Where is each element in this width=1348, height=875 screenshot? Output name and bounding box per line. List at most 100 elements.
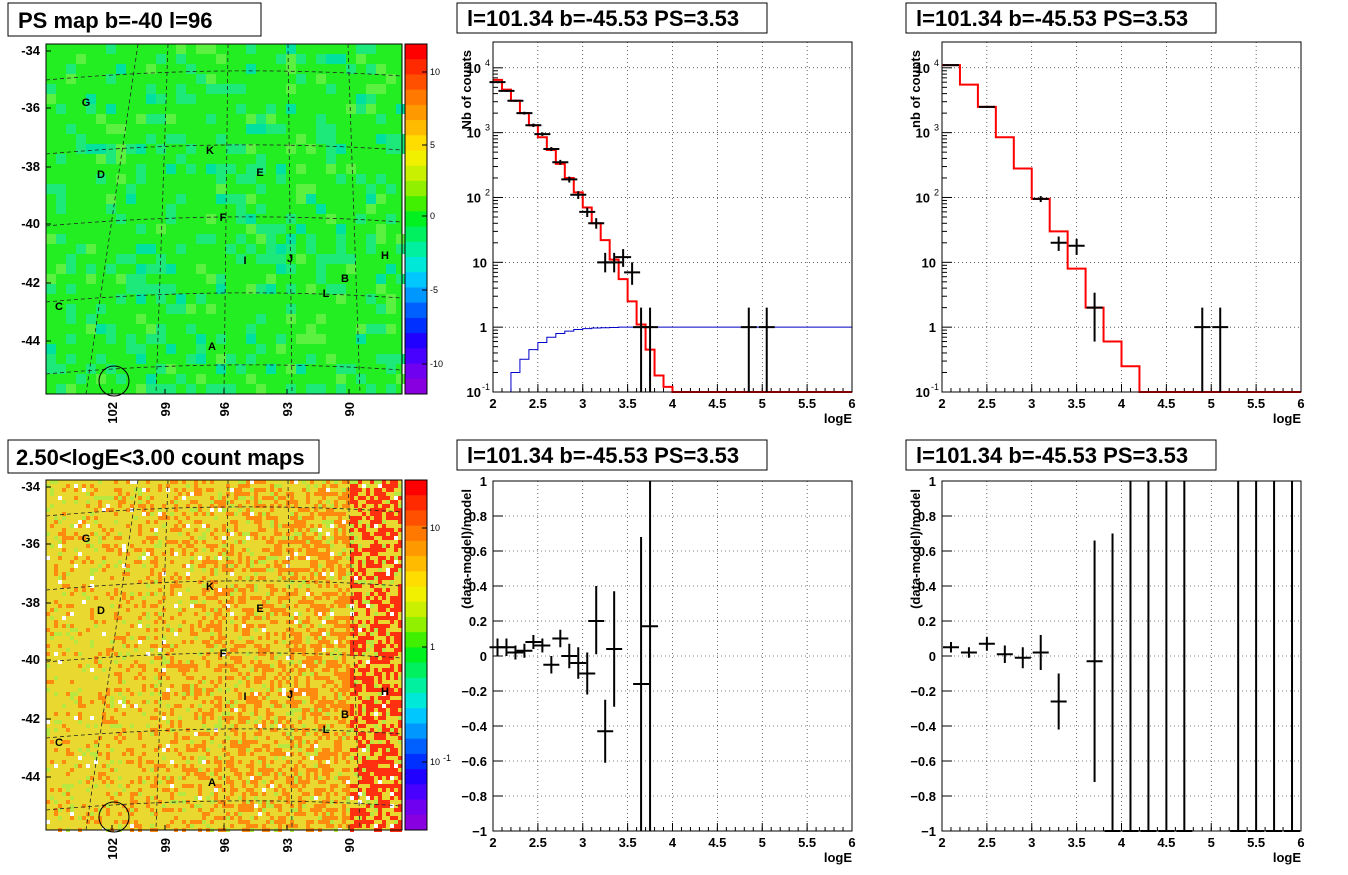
map-pixel xyxy=(154,520,158,524)
map-pixel xyxy=(226,776,230,780)
map-pixel xyxy=(218,816,222,820)
map-pixel xyxy=(390,596,394,600)
map-pixel xyxy=(334,500,338,504)
map-pixel xyxy=(186,660,190,664)
map-pixel xyxy=(214,796,218,800)
map-pixel xyxy=(290,580,294,584)
map-pixel xyxy=(374,524,378,528)
map-pixel xyxy=(246,500,250,504)
map-pixel xyxy=(178,600,182,604)
map-pixel xyxy=(254,584,258,588)
map-pixel xyxy=(270,724,274,728)
map-pixel xyxy=(236,234,246,244)
map-pixel xyxy=(330,812,334,816)
map-pixel xyxy=(326,524,330,528)
map-pixel xyxy=(370,496,374,500)
map-pixel xyxy=(230,704,234,708)
map-pixel xyxy=(278,672,282,676)
map-pixel xyxy=(382,548,386,552)
map-pixel xyxy=(170,784,174,788)
map-pixel xyxy=(270,816,274,820)
map-pixel xyxy=(158,600,162,604)
map-pixel xyxy=(366,796,370,800)
map-pixel xyxy=(358,820,362,824)
map-pixel xyxy=(146,284,156,294)
map-pixel xyxy=(250,808,254,812)
map-pixel xyxy=(322,604,326,608)
map-pixel xyxy=(130,780,134,784)
map-pixel xyxy=(318,660,322,664)
map-pixel xyxy=(378,512,382,516)
map-pixel xyxy=(370,564,374,568)
map-pixel xyxy=(146,512,150,516)
map-pixel xyxy=(214,536,218,540)
y-axis-label: (data-model)/model xyxy=(459,489,474,609)
map-pixel xyxy=(314,748,318,752)
map-pixel xyxy=(206,274,216,284)
map-pixel xyxy=(314,804,318,808)
map-pixel xyxy=(266,592,270,596)
map-pixel xyxy=(314,572,318,576)
map-pixel xyxy=(206,512,210,516)
map-pixel xyxy=(234,768,238,772)
map-pixel xyxy=(70,628,74,632)
map-pixel xyxy=(198,520,202,524)
map-pixel xyxy=(294,704,298,708)
map-pixel xyxy=(346,624,350,628)
map-pixel xyxy=(378,680,382,684)
map-pixel xyxy=(370,728,374,732)
map-pixel xyxy=(162,712,166,716)
map-pixel xyxy=(158,576,162,580)
map-pixel xyxy=(134,824,138,828)
x-tick-label: 3.5 xyxy=(1068,396,1086,411)
map-pixel xyxy=(374,724,378,728)
map-pixel xyxy=(106,504,110,508)
map-pixel xyxy=(102,560,106,564)
map-pixel xyxy=(214,704,218,708)
map-pixel xyxy=(194,596,198,600)
map-pixel xyxy=(134,604,138,608)
map-pixel xyxy=(230,612,234,616)
map-pixel xyxy=(110,716,114,720)
map-pixel xyxy=(118,500,122,504)
map-pixel xyxy=(250,512,254,516)
map-pixel xyxy=(222,616,226,620)
map-pixel xyxy=(394,708,398,712)
map-pixel xyxy=(336,374,346,384)
map-pixel xyxy=(226,720,230,724)
map-pixel xyxy=(114,544,118,548)
map-pixel xyxy=(90,640,94,644)
colorbar xyxy=(405,480,427,831)
map-pixel xyxy=(306,680,310,684)
map-pixel xyxy=(346,784,350,788)
map-pixel xyxy=(70,796,74,800)
map-pixel xyxy=(46,612,50,616)
map-pixel xyxy=(258,500,262,504)
map-pixel xyxy=(258,704,262,708)
map-pixel xyxy=(210,716,214,720)
map-pixel xyxy=(314,744,318,748)
map-pixel xyxy=(310,572,314,576)
map-pixel xyxy=(342,568,346,572)
map-pixel xyxy=(366,712,370,716)
map-pixel xyxy=(314,692,318,696)
map-pixel xyxy=(246,114,256,124)
map-pixel xyxy=(294,632,298,636)
map-pixel xyxy=(202,756,206,760)
map-pixel xyxy=(46,652,50,656)
y-tick-label: 0 xyxy=(480,649,487,664)
map-pixel xyxy=(230,656,234,660)
map-pixel xyxy=(230,532,234,536)
map-pixel xyxy=(258,528,262,532)
map-pixel xyxy=(254,532,258,536)
map-pixel xyxy=(250,532,254,536)
map-pixel xyxy=(326,354,336,364)
map-pixel xyxy=(130,792,134,796)
map-pixel xyxy=(246,532,250,536)
map-pixel xyxy=(370,508,374,512)
map-pixel xyxy=(390,712,394,716)
map-pixel xyxy=(398,820,402,824)
map-pixel xyxy=(202,716,206,720)
map-pixel xyxy=(202,592,206,596)
map-pixel xyxy=(236,84,246,94)
